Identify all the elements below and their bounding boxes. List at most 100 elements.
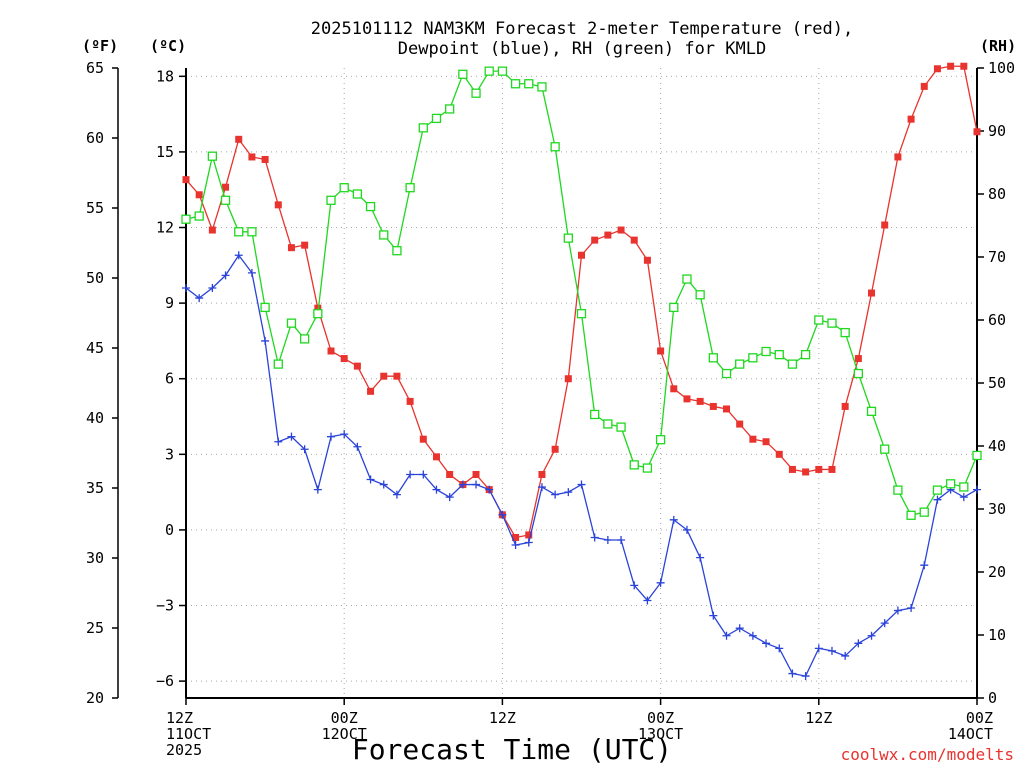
data-point — [721, 368, 732, 379]
rh-tick-label: 10 — [988, 626, 1006, 644]
time-tick-label: 12Z — [489, 709, 516, 727]
rh-tick-label: 0 — [988, 689, 997, 707]
data-point — [274, 201, 282, 209]
data-point — [564, 488, 573, 497]
data-point — [945, 479, 956, 489]
data-point — [841, 651, 850, 660]
data-point — [445, 493, 454, 502]
data-point — [299, 334, 310, 344]
fahrenheit-tick-label: 35 — [86, 479, 104, 497]
data-point — [603, 535, 612, 544]
data-point — [563, 233, 573, 243]
data-point — [406, 397, 414, 405]
data-point — [471, 88, 481, 98]
data-point — [919, 507, 929, 517]
data-point — [472, 470, 480, 478]
data-point — [472, 480, 481, 489]
data-point — [802, 468, 810, 476]
data-point — [367, 387, 375, 395]
data-point — [379, 230, 389, 240]
data-point — [327, 347, 335, 355]
data-point — [590, 409, 600, 420]
data-point — [722, 631, 731, 640]
data-point — [894, 153, 902, 161]
data-point — [301, 241, 309, 249]
axes: 656055504540353025201815129630−3−6100908… — [86, 59, 1015, 759]
data-point — [657, 347, 665, 355]
celsius-tick-label: −6 — [156, 672, 174, 690]
data-point — [406, 470, 415, 479]
data-point — [446, 470, 454, 478]
celsius-unit-label: (ºC) — [150, 37, 186, 55]
data-point — [591, 236, 599, 244]
data-point — [867, 631, 876, 640]
fahrenheit-tick-label: 50 — [86, 269, 104, 287]
data-point — [893, 606, 902, 615]
data-point — [537, 82, 547, 92]
data-point — [788, 465, 796, 473]
data-point — [788, 669, 797, 678]
data-point — [551, 445, 559, 453]
data-point — [854, 639, 863, 648]
data-point — [735, 359, 745, 369]
data-point — [194, 211, 204, 221]
data-point — [959, 482, 969, 492]
data-point — [814, 644, 823, 653]
fahrenheit-tick-label: 30 — [86, 549, 104, 567]
data-point — [748, 631, 757, 640]
data-point — [234, 227, 244, 237]
data-point — [418, 123, 428, 133]
data-point — [286, 318, 297, 328]
data-point — [947, 62, 955, 70]
rh-tick-label: 30 — [988, 500, 1006, 518]
data-point — [762, 639, 771, 648]
data-point — [787, 359, 798, 369]
data-point — [273, 359, 283, 369]
celsius-tick-label: 3 — [165, 445, 174, 463]
data-point — [959, 493, 968, 502]
data-point — [510, 79, 521, 89]
data-point — [326, 195, 336, 205]
data-point — [815, 465, 823, 473]
data-point — [393, 372, 401, 380]
celsius-tick-label: 6 — [165, 370, 174, 388]
rh-tick-label: 40 — [988, 437, 1006, 455]
data-point — [234, 251, 243, 260]
data-point — [379, 480, 388, 489]
data-point — [723, 405, 731, 413]
data-point — [709, 611, 718, 620]
data-point — [182, 283, 190, 292]
data-point — [682, 274, 692, 284]
data-point — [893, 485, 903, 495]
data-point — [907, 604, 916, 613]
data-point — [973, 485, 981, 494]
celsius-tick-label: 15 — [156, 143, 174, 161]
data-point — [617, 535, 626, 544]
data-point — [208, 283, 217, 292]
data-point — [524, 79, 534, 89]
fahrenheit-unit-label: (ºF) — [82, 37, 118, 55]
data-point — [537, 483, 546, 492]
data-point — [380, 372, 388, 380]
data-point — [195, 294, 204, 303]
data-point — [365, 201, 376, 212]
data-point — [340, 355, 348, 363]
data-point — [576, 309, 587, 319]
fahrenheit-tick-label: 20 — [86, 689, 104, 707]
data-point — [485, 485, 494, 494]
celsius-tick-label: 0 — [165, 521, 174, 539]
rh-tick-label: 20 — [988, 563, 1006, 581]
data-point — [431, 113, 442, 124]
data-point — [550, 142, 560, 152]
data-point — [458, 69, 468, 79]
data-point — [761, 346, 771, 357]
data-point — [762, 438, 770, 446]
data-point — [419, 470, 428, 479]
celsius-tick-label: 12 — [156, 219, 174, 237]
data-point — [683, 395, 691, 403]
data-point — [352, 189, 363, 199]
celsius-tick-label: −3 — [156, 597, 174, 615]
data-point — [616, 422, 626, 432]
data-point — [248, 153, 256, 161]
data-point — [973, 128, 981, 136]
